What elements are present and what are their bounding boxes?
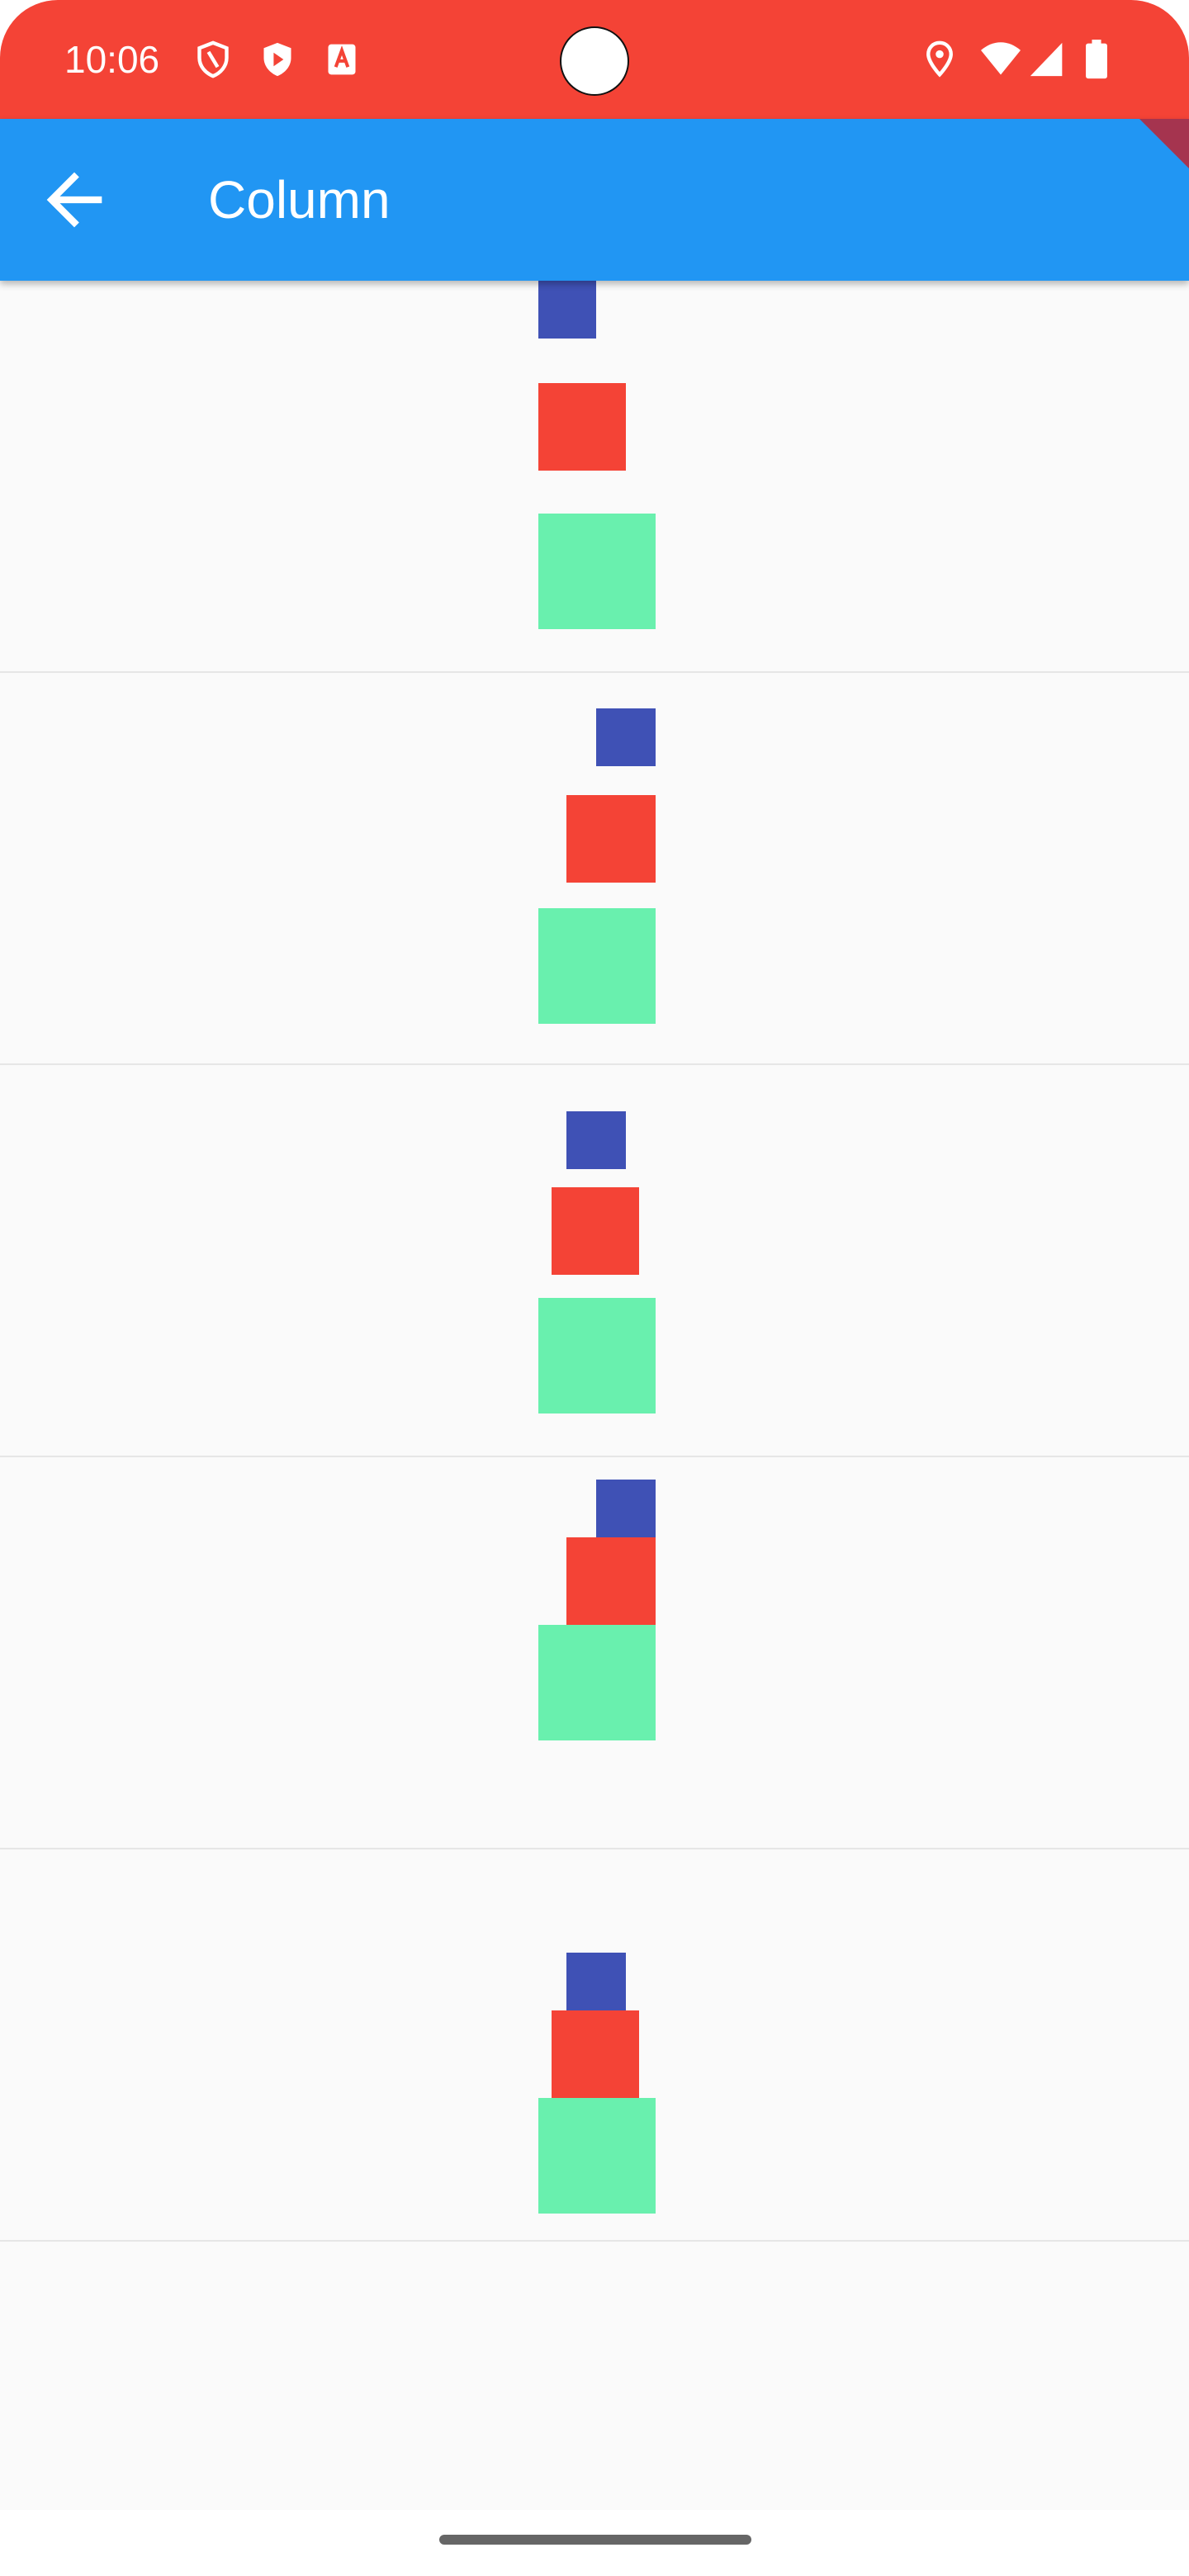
green-box xyxy=(538,2098,656,2214)
back-button[interactable] xyxy=(33,159,116,241)
content-list xyxy=(0,281,1189,2510)
debug-banner xyxy=(1139,119,1189,168)
page-title: Column xyxy=(208,170,391,230)
signal-icon xyxy=(1030,42,1063,77)
wifi-icon xyxy=(981,42,1021,75)
battery-icon xyxy=(1086,40,1107,79)
gesture-nav-handle[interactable] xyxy=(439,2535,751,2545)
app-bar: Column xyxy=(0,119,1189,281)
blue-box xyxy=(538,281,596,339)
blue-box xyxy=(566,1953,626,2010)
status-time: 10:06 xyxy=(64,38,160,81)
green-box xyxy=(538,1298,656,1413)
row-1 xyxy=(0,281,1189,673)
row-2 xyxy=(0,673,1189,1065)
text-a-icon xyxy=(328,44,356,75)
green-box xyxy=(538,514,656,629)
red-box xyxy=(552,2010,639,2098)
green-box xyxy=(538,1625,656,1740)
red-box xyxy=(552,1187,639,1275)
row-4 xyxy=(0,1457,1189,1849)
red-box xyxy=(538,383,626,471)
red-box xyxy=(566,795,656,883)
blue-box xyxy=(596,708,656,766)
play-shield-icon xyxy=(263,42,291,77)
location-icon xyxy=(926,40,953,78)
red-box xyxy=(566,1537,656,1625)
shield-outline-icon xyxy=(197,40,229,78)
arrow-back-icon xyxy=(46,172,102,228)
blue-box xyxy=(566,1111,626,1169)
status-bar: 10:06 xyxy=(0,0,1189,119)
row-5 xyxy=(0,1849,1189,2242)
camera-cutout xyxy=(560,26,629,96)
blue-box xyxy=(596,1480,656,1537)
row-3 xyxy=(0,1065,1189,1457)
green-box xyxy=(538,908,656,1024)
